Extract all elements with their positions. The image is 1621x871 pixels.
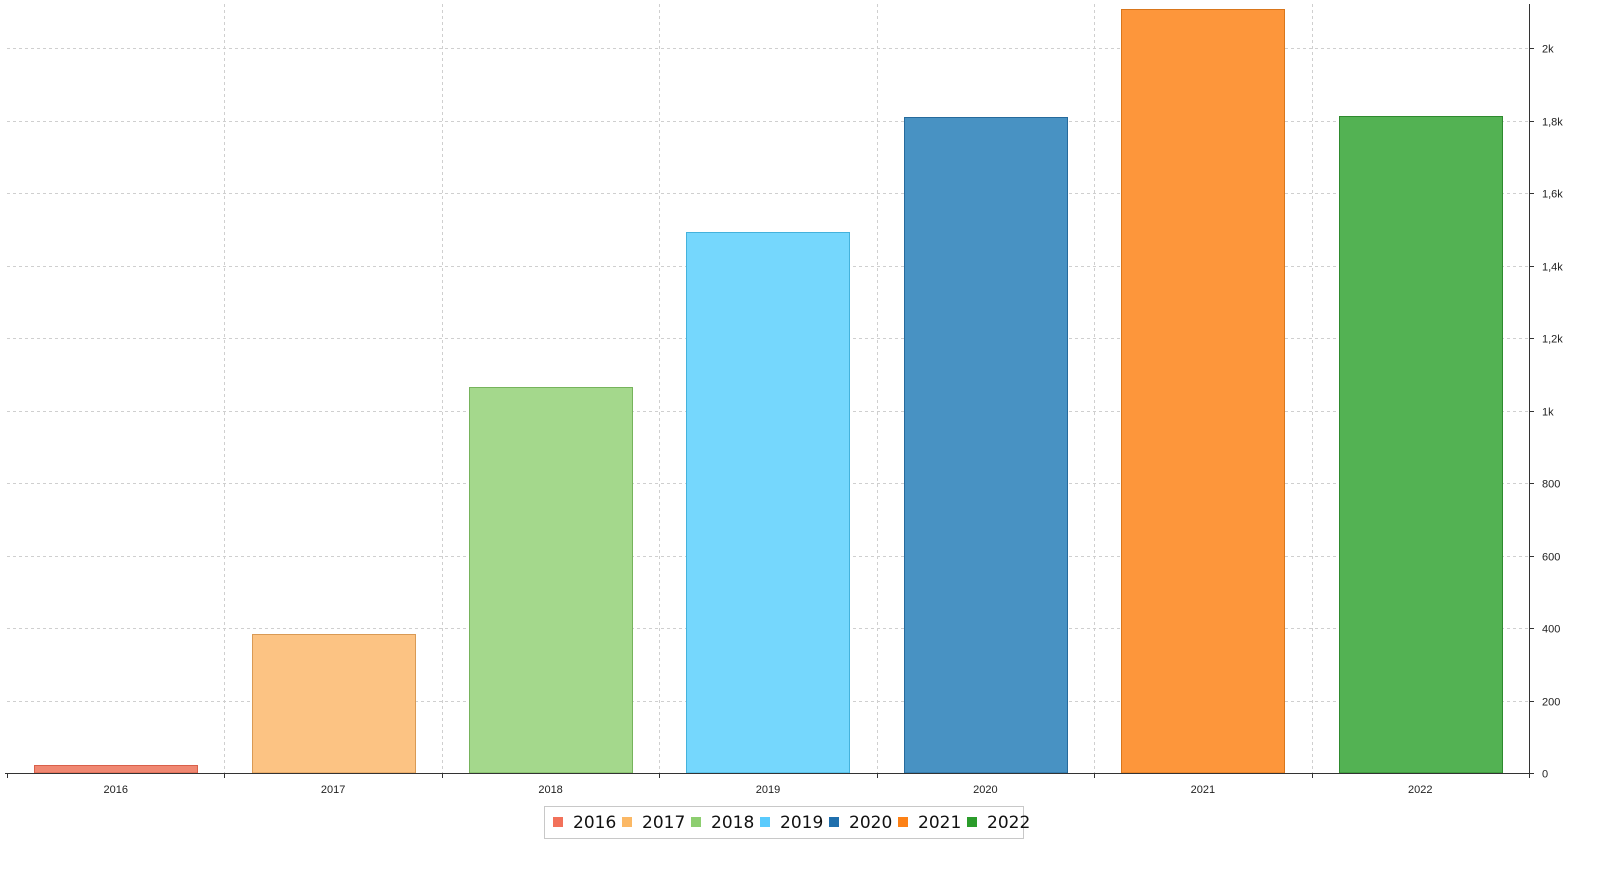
y-tick-label: 1k — [1542, 407, 1554, 419]
legend-label: 2020 — [849, 813, 892, 833]
y-tick-label: 400 — [1542, 624, 1560, 636]
y-tick-label: 1,2k — [1542, 334, 1563, 346]
x-tick-label: 2022 — [1408, 784, 1432, 796]
x-tick-label: 2020 — [973, 784, 997, 796]
legend-item-2018[interactable]: 2018 — [691, 813, 754, 833]
bar-2021[interactable] — [1121, 9, 1285, 774]
legend-swatch — [553, 817, 563, 827]
y-tick-label: 1,6k — [1542, 189, 1563, 201]
bar-2019[interactable] — [686, 232, 850, 774]
y-tick-label: 800 — [1542, 479, 1560, 491]
y-tick-label: 1,8k — [1542, 117, 1563, 129]
legend-label: 2022 — [987, 813, 1030, 833]
bar-2016[interactable] — [34, 765, 198, 774]
legend-swatch — [691, 817, 701, 827]
bar-2017[interactable] — [252, 634, 416, 774]
x-tick-label: 2019 — [756, 784, 780, 796]
legend-item-2021[interactable]: 2021 — [898, 813, 961, 833]
bar-2020[interactable] — [904, 117, 1068, 774]
y-tick-label: 200 — [1542, 697, 1560, 709]
bar-2018[interactable] — [469, 387, 633, 774]
x-axis: 2016 2017 2018 2019 2020 2021 2022 — [5, 773, 1530, 796]
bars — [34, 9, 1503, 774]
bar-2022[interactable] — [1339, 116, 1503, 774]
legend-item-2016[interactable]: 2016 — [553, 813, 616, 833]
legend-label: 2017 — [642, 813, 685, 833]
legend-swatch — [898, 817, 908, 827]
x-tick-label: 2016 — [103, 784, 127, 796]
legend-item-2020[interactable]: 2020 — [829, 813, 892, 833]
y-tick-label: 1,4k — [1542, 262, 1563, 274]
y-tick-label: 0 — [1542, 769, 1548, 781]
legend: 2016 2017 2018 2019 2020 2021 2022 — [544, 806, 1030, 839]
y-axis: 0 200 400 600 800 1k 1,2k 1,4k 1,6k 1,8k 2k — [1529, 4, 1563, 781]
x-tick-label: 2018 — [538, 784, 562, 796]
legend-label: 2016 — [573, 813, 616, 833]
legend-label: 2018 — [711, 813, 754, 833]
legend-label: 2021 — [918, 813, 961, 833]
legend-swatch — [829, 817, 839, 827]
legend-swatch — [760, 817, 770, 827]
legend-swatch — [967, 817, 977, 827]
x-tick-label: 2017 — [321, 784, 345, 796]
legend-item-2019[interactable]: 2019 — [760, 813, 823, 833]
legend-item-2022[interactable]: 2022 — [967, 813, 1030, 833]
y-tick-label: 600 — [1542, 552, 1560, 564]
x-tick-label: 2021 — [1191, 784, 1215, 796]
y-tick-label: 2k — [1542, 44, 1554, 56]
legend-swatch — [622, 817, 632, 827]
legend-label: 2019 — [780, 813, 823, 833]
legend-item-2017[interactable]: 2017 — [622, 813, 685, 833]
